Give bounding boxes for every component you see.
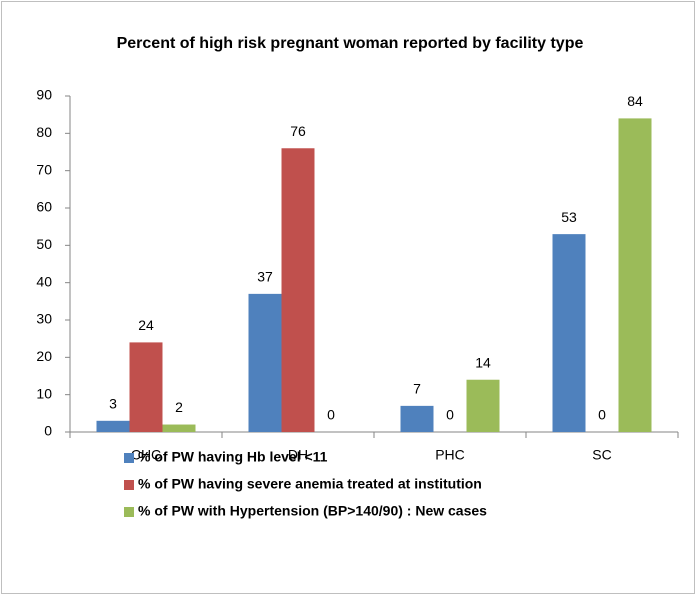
- y-tick-label: 80: [36, 124, 52, 140]
- legend-label: % of PW having severe anemia treated at …: [138, 476, 482, 492]
- y-tick-label: 50: [36, 236, 52, 252]
- data-label: 14: [475, 354, 491, 370]
- x-tick-label: SC: [592, 447, 611, 463]
- bar: [129, 342, 163, 432]
- x-tick-label: DH: [288, 447, 308, 463]
- legend-label: % of PW having Hb level <11: [138, 449, 328, 465]
- data-label: 0: [327, 407, 335, 423]
- data-label: 37: [257, 269, 273, 285]
- legend-swatch: [124, 507, 134, 517]
- legend-label: % of PW with Hypertension (BP>140/90) : …: [138, 503, 487, 519]
- data-label: 0: [598, 407, 606, 423]
- bar: [281, 148, 315, 432]
- bar: [618, 118, 652, 433]
- y-tick-label: 60: [36, 199, 52, 215]
- y-tick-label: 90: [36, 87, 52, 103]
- x-tick-label: PHC: [435, 447, 465, 463]
- bar: [400, 405, 434, 432]
- bar: [248, 293, 282, 432]
- bar: [162, 424, 196, 432]
- legend-swatch: [124, 453, 134, 463]
- y-tick-label: 20: [36, 348, 52, 364]
- data-label: 7: [413, 381, 421, 397]
- y-tick-label: 30: [36, 311, 52, 327]
- data-label: 3: [109, 396, 117, 412]
- data-label: 53: [561, 209, 577, 225]
- y-tick-label: 10: [36, 385, 52, 401]
- bar: [466, 379, 500, 432]
- data-label: 76: [290, 123, 306, 139]
- chart-title: Percent of high risk pregnant woman repo…: [116, 35, 584, 52]
- x-tick-label: CHC: [131, 447, 161, 463]
- data-label: 24: [138, 317, 154, 333]
- bar: [96, 420, 130, 432]
- data-label: 0: [446, 407, 454, 423]
- bar: [552, 234, 586, 432]
- y-tick-label: 0: [44, 423, 52, 439]
- y-tick-label: 70: [36, 161, 52, 177]
- data-label: 84: [627, 93, 643, 109]
- legend-swatch: [124, 480, 134, 490]
- data-label: 2: [175, 399, 183, 415]
- y-tick-label: 40: [36, 273, 52, 289]
